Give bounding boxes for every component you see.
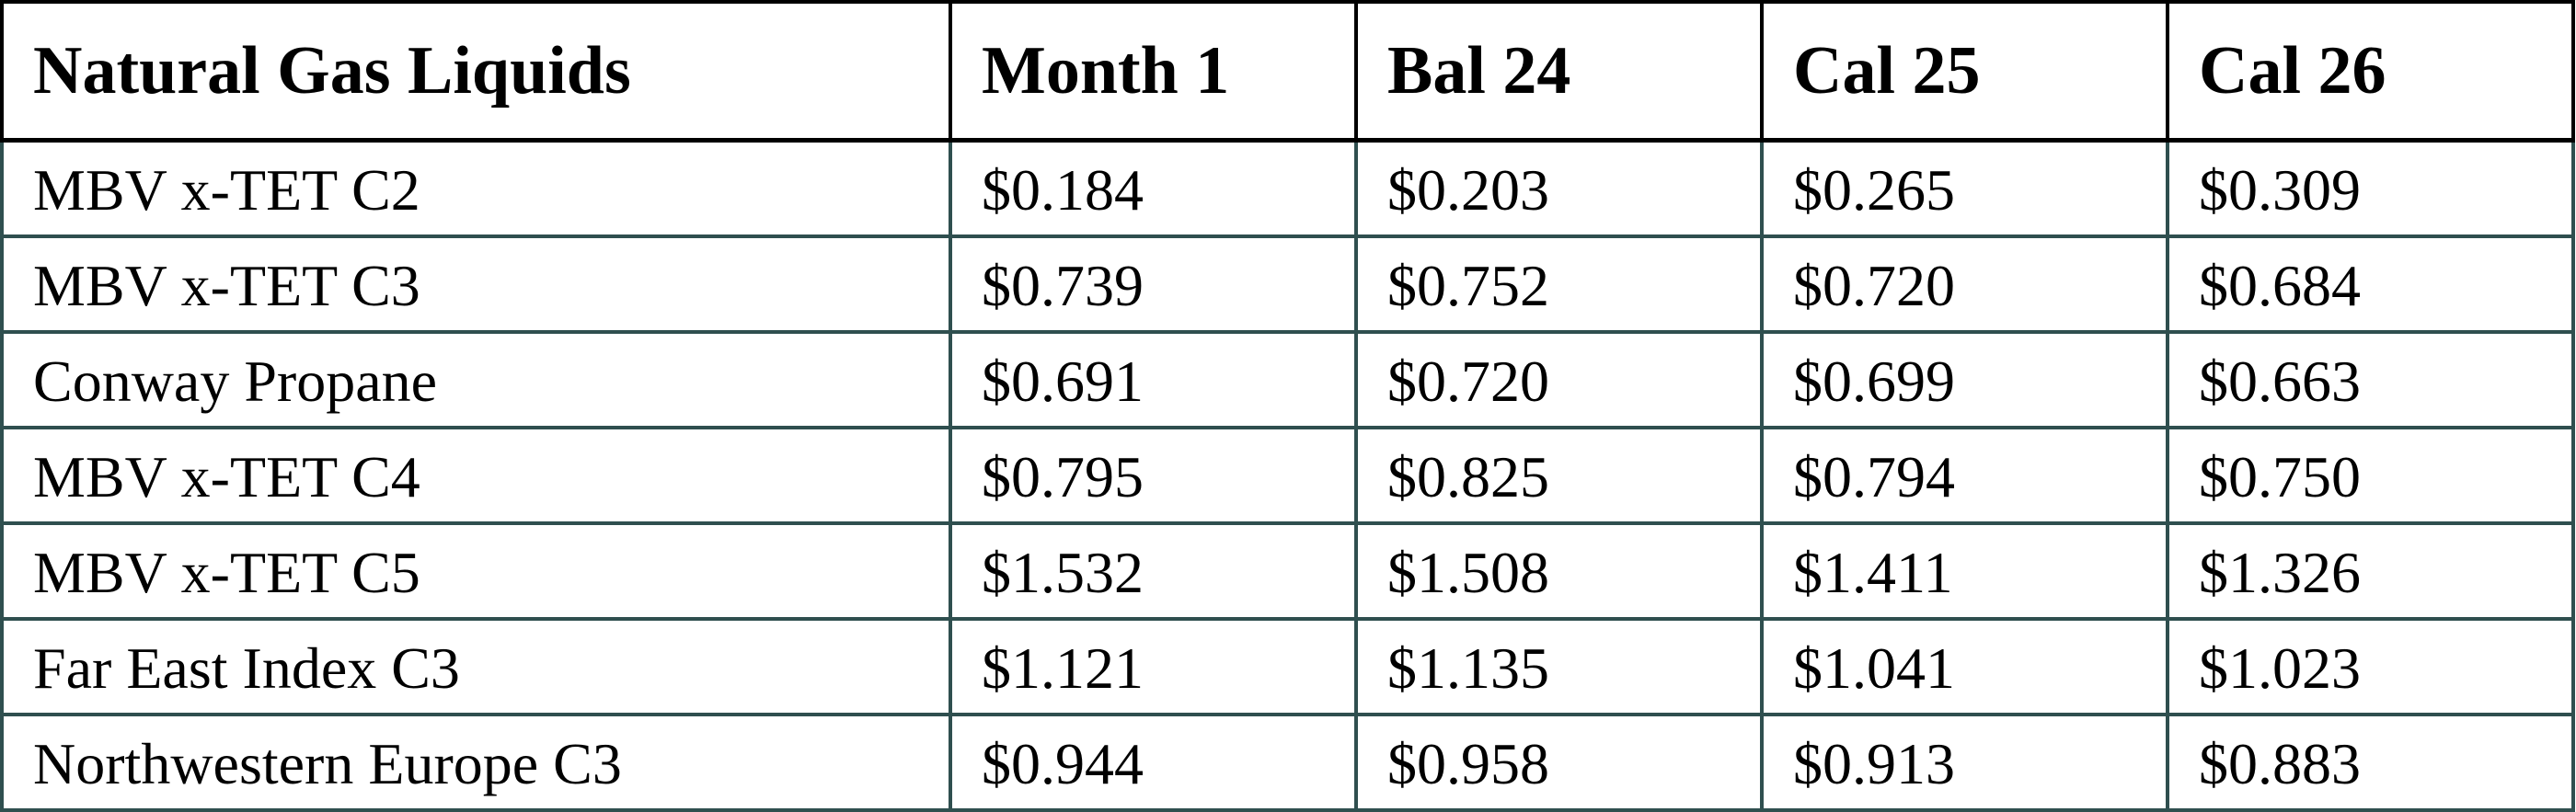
cal-25-price: $0.720 (1760, 234, 2169, 334)
bal-24-price: $0.825 (1354, 426, 1764, 525)
column-header-cal-25: Cal 25 (1760, 0, 2169, 143)
bal-24-price: $0.203 (1354, 138, 1764, 238)
product-name: Northwestern Europe C3 (0, 713, 952, 812)
product-name: Conway Propane (0, 330, 952, 429)
product-name: MBV x-TET C3 (0, 234, 952, 334)
table-row: Conway Propane $0.691 $0.720 $0.699 $0.663 (0, 330, 2575, 429)
table-row: MBV x-TET C5 $1.532 $1.508 $1.411 $1.326 (0, 521, 2575, 621)
bal-24-price: $0.752 (1354, 234, 1764, 334)
header-row: Natural Gas Liquids Month 1 Bal 24 Cal 2… (0, 0, 2575, 143)
bal-24-price: $0.720 (1354, 330, 1764, 429)
cal-25-price: $1.411 (1760, 521, 2169, 621)
cal-25-price: $0.913 (1760, 713, 2169, 812)
cal-25-price: $0.699 (1760, 330, 2169, 429)
cal-25-price: $0.265 (1760, 138, 2169, 238)
cal-26-price: $0.663 (2166, 330, 2575, 429)
cal-26-price: $1.326 (2166, 521, 2575, 621)
month-1-price: $0.184 (949, 138, 1358, 238)
cal-25-price: $0.794 (1760, 426, 2169, 525)
cal-26-price: $0.883 (2166, 713, 2575, 812)
cal-26-price: $0.309 (2166, 138, 2575, 238)
bal-24-price: $1.508 (1354, 521, 1764, 621)
table-row: MBV x-TET C2 $0.184 $0.203 $0.265 $0.309 (0, 138, 2575, 238)
bal-24-price: $0.958 (1354, 713, 1764, 812)
product-name: MBV x-TET C4 (0, 426, 952, 525)
cal-25-price: $1.041 (1760, 617, 2169, 716)
product-name: MBV x-TET C5 (0, 521, 952, 621)
month-1-price: $0.944 (949, 713, 1358, 812)
month-1-price: $1.532 (949, 521, 1358, 621)
cal-26-price: $1.023 (2166, 617, 2575, 716)
table-body: MBV x-TET C2 $0.184 $0.203 $0.265 $0.309 MBV … (0, 138, 2575, 812)
column-header-month-1: Month 1 (949, 0, 1358, 143)
bal-24-price: $1.135 (1354, 617, 1764, 716)
month-1-price: $0.795 (949, 426, 1358, 525)
table-row: MBV x-TET C4 $0.795 $0.825 $0.794 $0.750 (0, 426, 2575, 525)
column-header-product: Natural Gas Liquids (0, 0, 952, 143)
column-header-bal-24: Bal 24 (1354, 0, 1764, 143)
cal-26-price: $0.750 (2166, 426, 2575, 525)
month-1-price: $0.691 (949, 330, 1358, 429)
cal-26-price: $0.684 (2166, 234, 2575, 334)
column-header-cal-26: Cal 26 (2166, 0, 2575, 143)
table-row: Northwestern Europe C3 $0.944 $0.958 $0.913… (0, 713, 2575, 812)
table-row: Far East Index C3 $1.121 $1.135 $1.041 $1.02… (0, 617, 2575, 716)
product-name: Far East Index C3 (0, 617, 952, 716)
product-name: MBV x-TET C2 (0, 138, 952, 238)
month-1-price: $0.739 (949, 234, 1358, 334)
table-row: MBV x-TET C3 $0.739 $0.752 $0.720 $0.684 (0, 234, 2575, 334)
month-1-price: $1.121 (949, 617, 1358, 716)
